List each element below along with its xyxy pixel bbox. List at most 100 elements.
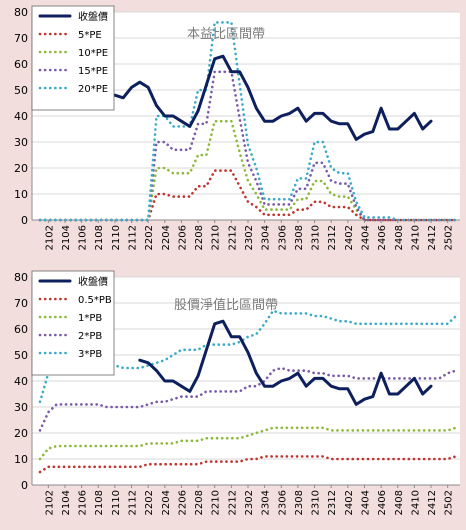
x-tick-label: 2402 (344, 225, 355, 250)
legend-box (31, 5, 115, 111)
legend-label: 1*PB (78, 313, 102, 324)
legend-label: 20*PE (78, 84, 108, 95)
y-tick-label: 70 (14, 297, 28, 310)
x-tick-label: 2106 (78, 490, 89, 515)
x-tick-label: 2112 (128, 225, 139, 250)
x-tick-label: 2502 (444, 225, 455, 250)
x-tick-label: 2204 (161, 490, 172, 515)
legend: 收盤價 0.5*PB 1*PB 2*PB 3*PB (31, 270, 115, 376)
y-tick-label: 10 (14, 188, 28, 201)
y-tick-label: 60 (14, 58, 28, 71)
y-tick-label: 80 (14, 271, 28, 284)
y-tick-label: 0 (21, 214, 28, 227)
x-tick-label: 2208 (194, 225, 205, 250)
x-tick-label: 2106 (78, 225, 89, 250)
pe-band-chart-panel: 0 10 20 30 40 50 60 70 80 2102 2104 2106 2108 2110 21… (0, 0, 466, 265)
series-lines (38, 309, 458, 474)
series-line (38, 119, 458, 222)
x-tick-label: 2308 (294, 225, 305, 250)
x-tick-label: 2206 (177, 225, 188, 250)
x-tick-label: 2312 (327, 225, 338, 250)
x-tick-label: 2404 (360, 225, 371, 250)
y-tick-label: 70 (14, 32, 28, 45)
x-tick-label: 2406 (377, 225, 388, 250)
x-tick-label: 2102 (44, 490, 55, 515)
x-tick-label: 2104 (61, 225, 72, 250)
x-axis-ticks: 2102 2104 2106 2108 2110 2112 2202 2204 2206 2208… (44, 485, 455, 515)
x-tick-label: 2210 (211, 225, 222, 250)
x-tick-label: 2304 (261, 225, 272, 250)
x-tick-label: 2302 (244, 225, 255, 250)
series-line (38, 21, 458, 222)
x-tick-label: 2210 (211, 490, 222, 515)
y-axis-ticks: 0 10 20 30 40 50 60 70 80 (14, 271, 28, 492)
x-tick-label: 2108 (94, 225, 105, 250)
x-tick-label: 2408 (394, 225, 405, 250)
y-tick-label: 30 (14, 401, 28, 414)
x-tick-label: 2302 (244, 490, 255, 515)
x-tick-label: 2406 (377, 490, 388, 515)
legend-label: 3*PB (78, 349, 102, 360)
y-tick-label: 0 (21, 479, 28, 492)
x-tick-label: 2110 (111, 490, 122, 515)
x-tick-label: 2208 (194, 490, 205, 515)
chart-title: 本益比區間帶 (187, 27, 265, 42)
legend-box (31, 270, 115, 376)
x-tick-label: 2204 (161, 225, 172, 250)
x-tick-label: 2206 (177, 490, 188, 515)
legend-label: 15*PE (78, 66, 108, 77)
pb-band-chart-panel: 0 10 20 30 40 50 60 70 80 2102 2104 2106 2108 2110 21… (0, 265, 466, 530)
x-tick-label: 2104 (61, 490, 72, 515)
series-line (113, 54, 433, 141)
x-tick-label: 2108 (94, 490, 105, 515)
x-tick-label: 2408 (394, 490, 405, 515)
legend: 收盤價 5*PE 10*PE 15*PE 20*PE (31, 5, 115, 111)
x-tick-label: 2310 (311, 225, 322, 250)
series-lines (38, 21, 458, 222)
x-axis-ticks: 2102 2104 2106 2108 2110 2112 2202 2204 2206 2208… (44, 220, 455, 250)
y-tick-label: 50 (14, 84, 28, 97)
series-line (38, 169, 458, 222)
x-tick-label: 2412 (427, 225, 438, 250)
x-tick-label: 2212 (227, 225, 238, 250)
y-tick-label: 20 (14, 427, 28, 440)
series-line (38, 455, 458, 474)
x-tick-label: 2404 (360, 490, 371, 515)
x-tick-label: 2502 (444, 490, 455, 515)
y-tick-label: 60 (14, 323, 28, 336)
x-tick-label: 2202 (144, 490, 155, 515)
series-line (38, 426, 458, 461)
y-tick-label: 10 (14, 453, 28, 466)
x-tick-label: 2308 (294, 490, 305, 515)
legend-label: 2*PB (78, 331, 102, 342)
x-tick-label: 2410 (410, 225, 421, 250)
y-tick-label: 40 (14, 110, 28, 123)
x-tick-label: 2212 (227, 490, 238, 515)
y-tick-label: 30 (14, 136, 28, 149)
legend-label: 收盤價 (78, 10, 108, 23)
chart-title: 股價淨值比區間帶 (174, 297, 278, 313)
y-axis-ticks: 0 10 20 30 40 50 60 70 80 (14, 6, 28, 227)
legend-label: 5*PE (78, 30, 102, 41)
x-tick-label: 2402 (344, 490, 355, 515)
x-tick-label: 2410 (410, 490, 421, 515)
y-tick-label: 80 (14, 6, 28, 19)
legend-label: 0.5*PB (78, 295, 112, 306)
legend-label: 10*PE (78, 48, 108, 59)
x-tick-label: 2412 (427, 490, 438, 515)
y-tick-label: 20 (14, 162, 28, 175)
y-tick-label: 50 (14, 349, 28, 362)
x-tick-label: 2112 (128, 490, 139, 515)
x-tick-label: 2102 (44, 225, 55, 250)
y-tick-label: 40 (14, 375, 28, 388)
series-line (138, 319, 433, 406)
legend-label: 收盤價 (78, 275, 108, 288)
series-line (38, 309, 458, 404)
x-tick-label: 2306 (277, 490, 288, 515)
x-tick-label: 2312 (327, 490, 338, 515)
x-tick-label: 2310 (311, 490, 322, 515)
x-tick-label: 2202 (144, 225, 155, 250)
